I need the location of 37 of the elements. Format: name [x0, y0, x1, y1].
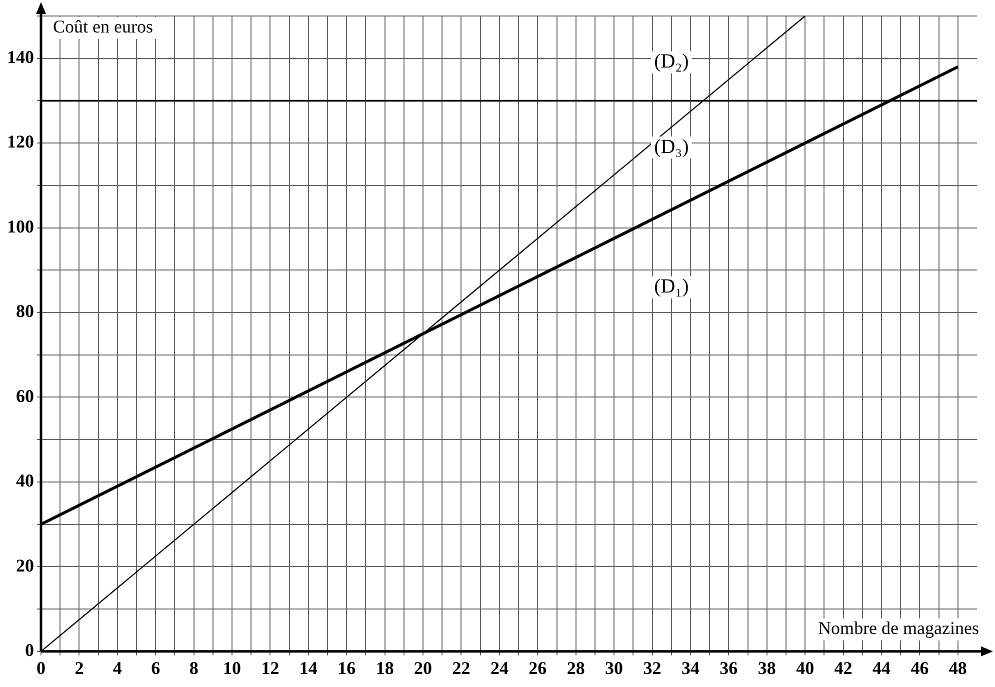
series-label: (D₃): [654, 136, 689, 158]
y-tick-label: 140: [7, 47, 34, 68]
x-tick-label: 46: [910, 658, 929, 678]
x-tick-label: 22: [452, 658, 470, 678]
x-tick-label: 20: [414, 658, 432, 678]
x-tick-label: 24: [490, 658, 508, 678]
x-tick-label: 36: [720, 658, 738, 678]
x-tick-label: 48: [948, 658, 967, 678]
text: (D₁): [654, 276, 689, 298]
x-tick-label: 10: [223, 658, 242, 678]
x-tick-label: 42: [834, 658, 852, 678]
x-tick-label: 18: [376, 658, 394, 678]
x-tick-label: 2: [74, 658, 84, 678]
x-tick-label: 16: [338, 658, 356, 678]
y-tick-label: 80: [16, 301, 34, 322]
y-tick-label: 120: [7, 132, 34, 152]
y-tick-label: 20: [16, 555, 34, 576]
y-tick-label: 100: [7, 216, 34, 236]
x-tick-label: 12: [261, 658, 280, 678]
x-tick-label: 28: [566, 658, 585, 678]
y-tick-label: 60: [16, 386, 34, 406]
x-tick-label: 34: [681, 658, 700, 678]
y-tick-label: 40: [16, 470, 34, 491]
x-tick-label: 6: [151, 658, 160, 678]
x-axis-title: Nombre de magazines: [818, 618, 979, 638]
x-tick-label: 8: [189, 658, 198, 678]
x-tick-label: 30: [605, 658, 624, 678]
x-tick-label: 26: [528, 658, 547, 678]
x-tick-label: 44: [872, 658, 890, 678]
x-tick-label: 40: [796, 658, 814, 678]
x-tick-label: 14: [299, 658, 318, 678]
y-axis-title: Coût en euros: [53, 16, 153, 37]
x-tick-label: 38: [758, 658, 776, 678]
series-label: (D₂): [654, 50, 689, 73]
x-tick-label: 4: [112, 658, 122, 678]
x-tick-label: 32: [643, 658, 662, 678]
y-tick-label: 0: [25, 640, 34, 660]
